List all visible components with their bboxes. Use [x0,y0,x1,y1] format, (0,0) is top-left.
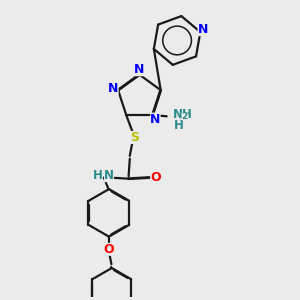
Text: H: H [93,169,103,182]
Text: N: N [197,23,208,36]
Text: 2: 2 [182,112,188,122]
Text: N: N [108,82,118,95]
Text: NH: NH [172,108,193,121]
Text: O: O [103,243,114,256]
Text: S: S [130,131,139,144]
Text: O: O [150,171,161,184]
Text: H: H [174,119,184,132]
Text: N: N [150,112,161,126]
Text: N: N [134,63,145,76]
Text: N: N [104,169,114,182]
